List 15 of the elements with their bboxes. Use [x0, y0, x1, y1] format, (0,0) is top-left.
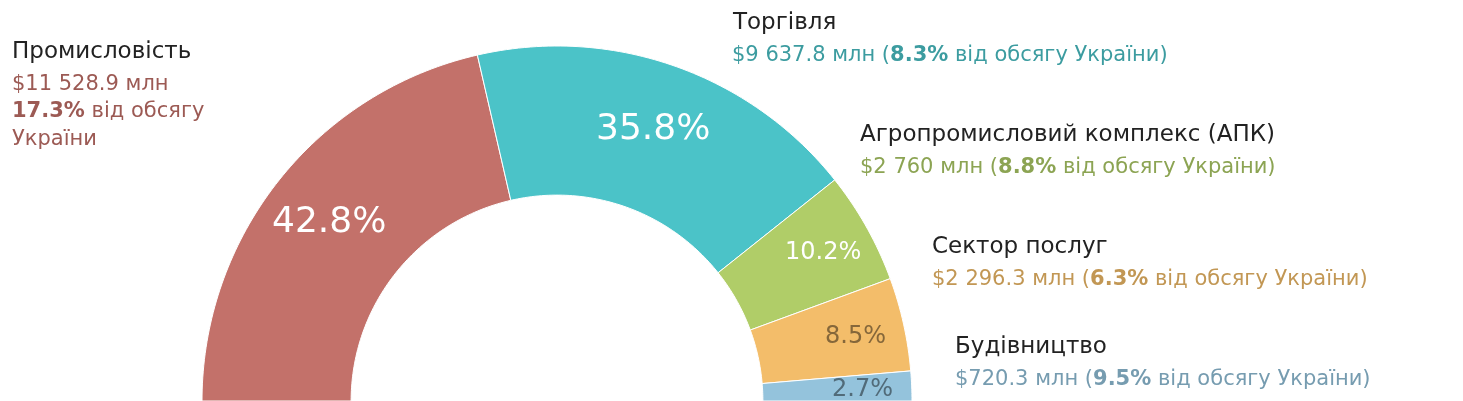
slice-label: Торгівля — [732, 8, 837, 34]
data-label: 8.5% — [825, 321, 886, 349]
slice-label: Агропромисловий комплекс (АПК) — [860, 120, 1276, 146]
data-label: 10.2% — [785, 237, 862, 265]
slice-label: Будівництво — [955, 332, 1107, 358]
data-label: 42.8% — [272, 199, 387, 240]
slice-label: Сектор послуг — [932, 232, 1108, 258]
text: $9 637.8 млн (8.3% від обсягу України) — [732, 42, 1168, 66]
data-label: 2.7% — [832, 374, 893, 401]
text: $11 528.9 млн 17.3% від обсягу України — [12, 71, 205, 150]
text: $720.3 млн (9.5% від обсягу України) — [955, 366, 1371, 390]
slice-label: Промисловість — [12, 37, 192, 63]
text: $2 760 млн (8.8% від обсягу України) — [860, 154, 1276, 178]
text: $2 296.3 млн (6.3% від обсягу України) — [932, 266, 1368, 290]
data-label: 35.8% — [596, 106, 711, 147]
